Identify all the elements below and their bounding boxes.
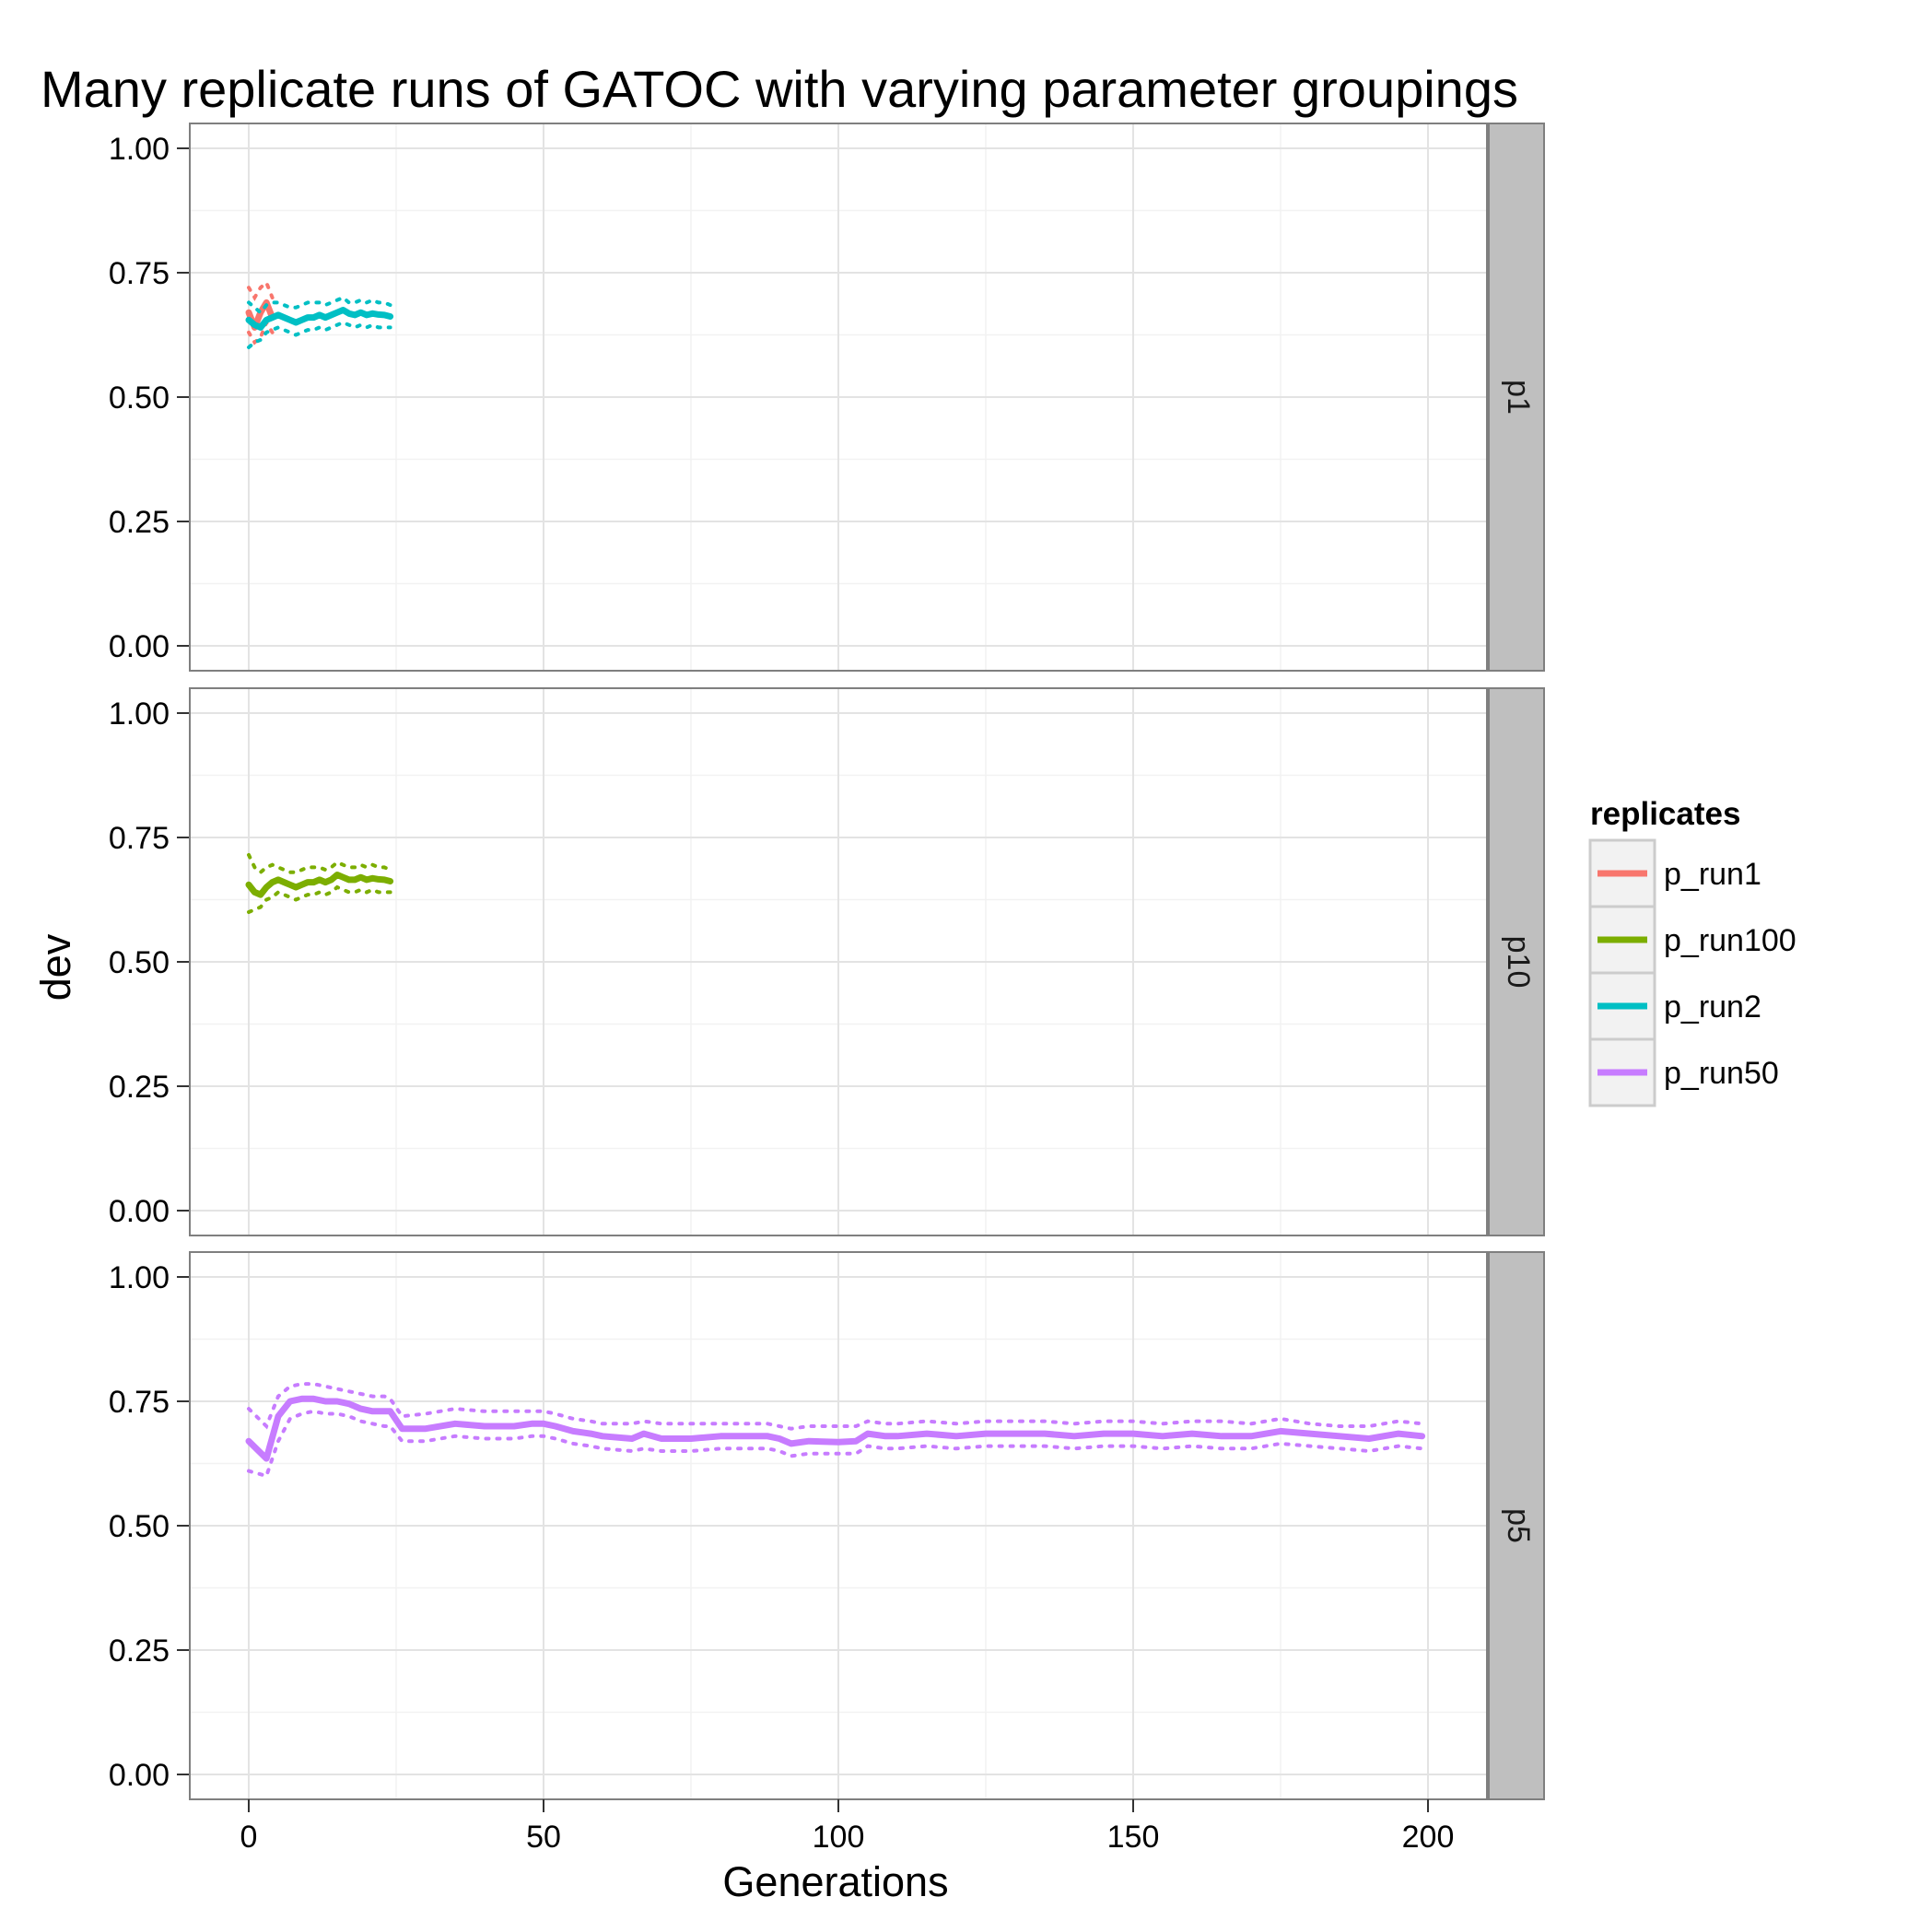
series-upper-bound — [247, 1382, 1424, 1431]
x-tick-label: 100 — [813, 1820, 865, 1855]
legend-label: p_run100 — [1664, 923, 1796, 958]
facet-strip — [1488, 123, 1545, 672]
y-tick-label: 0.50 — [109, 945, 170, 980]
legend-label: p_run50 — [1664, 1056, 1779, 1091]
facet-strip-label: p1 — [1501, 380, 1536, 415]
y-tick-label: 0.25 — [109, 1633, 170, 1669]
y-tick-label: 0.75 — [109, 821, 170, 856]
facet-strip — [1488, 687, 1545, 1236]
legend-label: p_run2 — [1664, 989, 1761, 1025]
y-tick-label: 0.00 — [109, 1758, 170, 1793]
series-lower-bound — [247, 320, 392, 349]
y-tick-label: 1.00 — [109, 697, 170, 732]
x-axis-title: Generations — [722, 1858, 948, 1905]
series-upper-bound — [247, 279, 275, 301]
x-tick-label: 0 — [240, 1820, 258, 1855]
chart-title: Many replicate runs of GATOC with varyin… — [41, 60, 1518, 118]
facet-panel: 0.00 0.25 0.50 0.75 1.00 p10 — [109, 687, 1545, 1236]
panel-border — [189, 687, 1488, 1236]
x-tick-label: 50 — [526, 1820, 561, 1855]
series-line — [245, 307, 394, 331]
facet-strip — [1488, 1251, 1545, 1800]
y-tick-label: 0.50 — [109, 1509, 170, 1544]
x-tick-label: 200 — [1402, 1820, 1455, 1855]
y-tick-label: 0.25 — [109, 1070, 170, 1105]
facet-panels: 0.00 0.25 0.50 0.75 1.00 p1 0.00 0.25 0.50 0.75 1.… — [109, 123, 1545, 1800]
y-tick-label: 0.25 — [109, 505, 170, 540]
facet-panel: 0.00 0.25 0.50 0.75 1.00 p5 — [109, 1251, 1545, 1800]
legend: replicates p_run1 p_run100 p_run2 p_run50 — [1588, 796, 1796, 1107]
x-axis: 0 50 100 150 200 — [240, 1799, 1455, 1855]
panel-border — [189, 123, 1488, 672]
y-tick-label: 1.00 — [109, 132, 170, 167]
legend-title: replicates — [1590, 796, 1740, 832]
facet-panel: 0.00 0.25 0.50 0.75 1.00 p1 — [109, 123, 1545, 672]
y-tick-label: 0.00 — [109, 629, 170, 664]
series-line — [245, 1395, 1426, 1462]
y-tick-label: 0.75 — [109, 1385, 170, 1420]
series-lower-bound — [247, 1409, 1424, 1479]
facet-strip-label: p5 — [1501, 1508, 1536, 1543]
y-tick-label: 0.75 — [109, 256, 170, 291]
series-lower-bound — [247, 884, 392, 914]
y-tick-label: 1.00 — [109, 1260, 170, 1295]
x-tick-label: 150 — [1107, 1820, 1160, 1855]
series-line — [245, 872, 394, 898]
y-tick-label: 0.00 — [109, 1194, 170, 1229]
y-axis-title: dev — [32, 933, 79, 1001]
series-upper-bound — [247, 295, 392, 316]
series-upper-bound — [247, 852, 392, 875]
y-tick-label: 0.50 — [109, 381, 170, 416]
facet-strip-label: p10 — [1501, 936, 1536, 989]
legend-label: p_run1 — [1664, 857, 1761, 892]
